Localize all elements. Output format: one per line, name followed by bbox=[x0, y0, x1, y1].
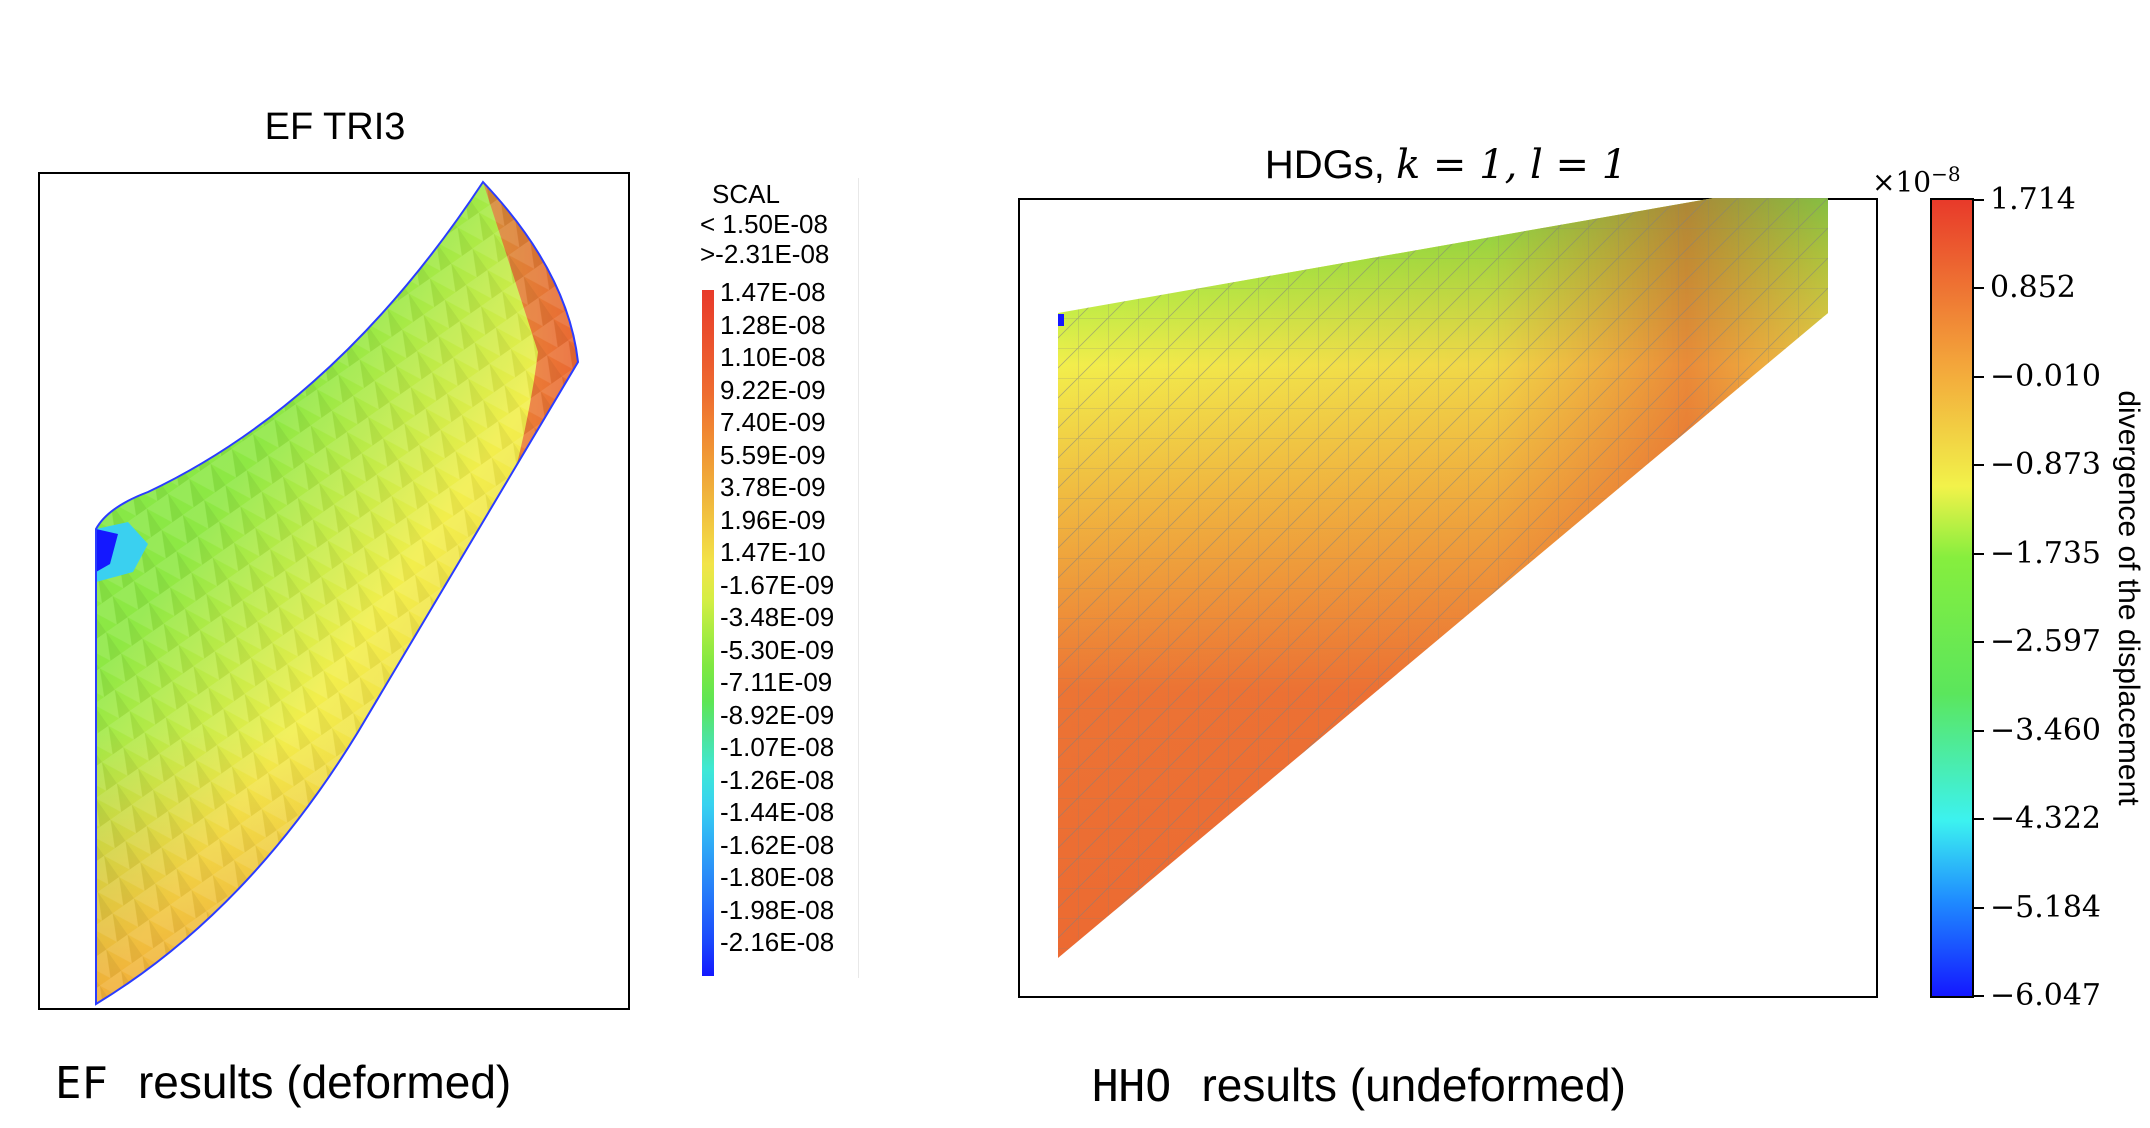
scal-legend-label: -7.11E-09 bbox=[720, 667, 833, 697]
hdg-title-text: HDGs, bbox=[1264, 143, 1396, 187]
scal-legend-label: 7.40E-09 bbox=[720, 407, 826, 437]
scal-legend-label: 1.47E-10 bbox=[720, 537, 826, 567]
scal-legend-colorbar bbox=[702, 290, 714, 976]
colorbar-tick-label: −2.597 bbox=[1990, 624, 2102, 660]
scal-legend-label: 3.78E-09 bbox=[720, 472, 826, 502]
ef-caption-text: results (deformed) bbox=[137, 1056, 512, 1108]
scal-legend-label: 9.22E-09 bbox=[720, 374, 826, 405]
colorbar-tick-mark bbox=[1974, 464, 1984, 467]
colorbar-tick-mark bbox=[1974, 729, 1984, 732]
scal-legend-label: -1.26E-08 bbox=[720, 764, 835, 795]
ef-caption: EF results (deformed) bbox=[55, 1055, 511, 1109]
scal-legend-header: SCAL < 1.50E-08 >-2.31E-08 bbox=[690, 180, 860, 980]
scal-legend-label: -3.48E-09 bbox=[720, 602, 835, 632]
hho-caption-code: HHO bbox=[1092, 1061, 1172, 1112]
scal-legend-label: 1.96E-09 bbox=[720, 504, 826, 535]
scal-legend-max: < 1.50E-08 bbox=[700, 209, 828, 239]
ef-mesh-outline bbox=[95, 180, 580, 1006]
scal-legend-min: >-2.31E-08 bbox=[700, 239, 830, 269]
colorbar-tick-label: −0.873 bbox=[1990, 447, 2102, 483]
colorbar-tick-mark bbox=[1974, 375, 1984, 378]
colorbar-tick-mark bbox=[1974, 552, 1984, 555]
scal-legend-label: -1.80E-08 bbox=[720, 862, 835, 892]
colorbar-tick-mark bbox=[1974, 641, 1984, 644]
colorbar-tick-label: −4.322 bbox=[1990, 801, 2102, 837]
colorbar-tick-label: −5.184 bbox=[1990, 889, 2102, 925]
scal-legend-label: 5.59E-09 bbox=[720, 439, 826, 470]
hdg-plot-title: HDGs, k = 1, l = 1 bbox=[1018, 142, 1874, 188]
scal-legend-label: -2.16E-08 bbox=[720, 927, 835, 957]
hdg-title-math: k = 1, l = 1 bbox=[1395, 142, 1628, 188]
scal-legend-label: 1.28E-08 bbox=[720, 309, 826, 340]
colorbar-tick-label: −0.010 bbox=[1990, 358, 2102, 394]
scal-legend-label: -5.30E-09 bbox=[720, 634, 835, 665]
scal-legend-label: -1.07E-08 bbox=[720, 732, 835, 762]
colorbar-axis-label: divergence of the displacement bbox=[2112, 390, 2145, 806]
hdg-plot-frame bbox=[1018, 198, 1878, 998]
ef-plot-frame bbox=[38, 172, 630, 1010]
scal-legend-label: -1.98E-08 bbox=[720, 894, 835, 925]
colorbar-tick-label: −1.735 bbox=[1990, 535, 2102, 571]
hdg-undeformed-mesh bbox=[1058, 198, 1828, 958]
colorbar-exponent-power: −8 bbox=[1931, 162, 1961, 186]
scal-legend-label: 1.10E-08 bbox=[720, 342, 826, 372]
scal-legend-name: SCAL bbox=[712, 180, 780, 209]
ef-mesh-fill bbox=[96, 182, 578, 1004]
colorbar-tick-mark bbox=[1974, 818, 1984, 821]
ef-caption-code: EF bbox=[55, 1058, 108, 1109]
scal-legend-divider bbox=[858, 178, 859, 978]
colorbar-tick-label: 1.714 bbox=[1990, 182, 2076, 217]
ef-plot-title: EF TRI3 bbox=[264, 106, 406, 148]
colorbar-tick-mark bbox=[1974, 995, 1984, 997]
hdg-mesh-fill bbox=[1058, 198, 1828, 958]
colorbar-tick-label: −6.047 bbox=[1990, 978, 2102, 1013]
hho-caption: HHO results (undeformed) bbox=[1092, 1058, 1626, 1112]
colorbar-tick-mark bbox=[1974, 287, 1984, 290]
scal-legend-label: -1.44E-08 bbox=[720, 797, 835, 827]
scal-legend-label: -1.67E-09 bbox=[720, 569, 835, 600]
colorbar-exponent: ×10−8 bbox=[1872, 162, 1961, 198]
hdg-colorbar bbox=[1930, 198, 1974, 998]
colorbar-exponent-base: ×10 bbox=[1872, 165, 1932, 199]
colorbar-tick-label: −3.460 bbox=[1990, 712, 2102, 748]
scal-legend-label: 1.47E-08 bbox=[720, 277, 826, 307]
hho-caption-text: results (undeformed) bbox=[1201, 1059, 1626, 1111]
colorbar-tick-mark bbox=[1974, 906, 1984, 909]
scal-legend-label: -8.92E-09 bbox=[720, 699, 835, 730]
ef-deformed-mesh bbox=[95, 180, 580, 1006]
colorbar-tick-label: 0.852 bbox=[1990, 270, 2076, 306]
colorbar-tick-mark bbox=[1974, 199, 1984, 201]
scal-legend-label: -1.62E-08 bbox=[720, 829, 835, 860]
